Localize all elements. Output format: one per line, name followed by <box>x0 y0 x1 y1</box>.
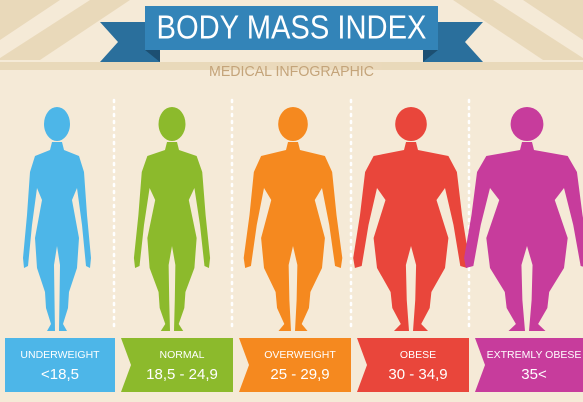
category-box <box>357 338 469 392</box>
category-label: EXTREMLY OBESE <box>487 349 582 361</box>
head-silhouette <box>510 107 544 141</box>
body-silhouette <box>243 142 343 331</box>
category-box <box>475 338 583 392</box>
figures <box>23 107 583 331</box>
head-silhouette <box>44 107 70 141</box>
category-range: 18,5 - 24,9 <box>146 366 218 383</box>
separators <box>112 98 471 332</box>
category-range: 25 - 29,9 <box>270 366 329 383</box>
category-label: OBESE <box>400 349 436 361</box>
category-range: <18,5 <box>41 366 79 383</box>
category-label: OVERWEIGHT <box>264 349 336 361</box>
category-boxes: UNDERWEIGHT <18,5 NORMAL 18,5 - 24,9 OVERWEI… <box>5 338 583 392</box>
body-silhouette <box>133 142 211 331</box>
category-range: 30 - 34,9 <box>388 366 447 383</box>
head-silhouette <box>158 107 186 141</box>
category-label: NORMAL <box>160 349 205 361</box>
category-box <box>121 338 233 392</box>
title: BODY MASS INDEX <box>157 9 427 46</box>
category-box <box>5 338 115 392</box>
head-silhouette <box>395 107 427 141</box>
ribbon <box>100 6 483 62</box>
body-silhouette <box>464 142 583 331</box>
body-silhouette <box>353 142 469 331</box>
category-box <box>239 338 351 392</box>
subtitle: MEDICAL INFOGRAPHIC <box>209 63 374 80</box>
body-silhouette <box>23 142 91 331</box>
head-silhouette <box>278 107 308 141</box>
category-range: 35< <box>521 366 547 383</box>
stripes <box>0 0 583 70</box>
category-label: UNDERWEIGHT <box>20 349 100 361</box>
